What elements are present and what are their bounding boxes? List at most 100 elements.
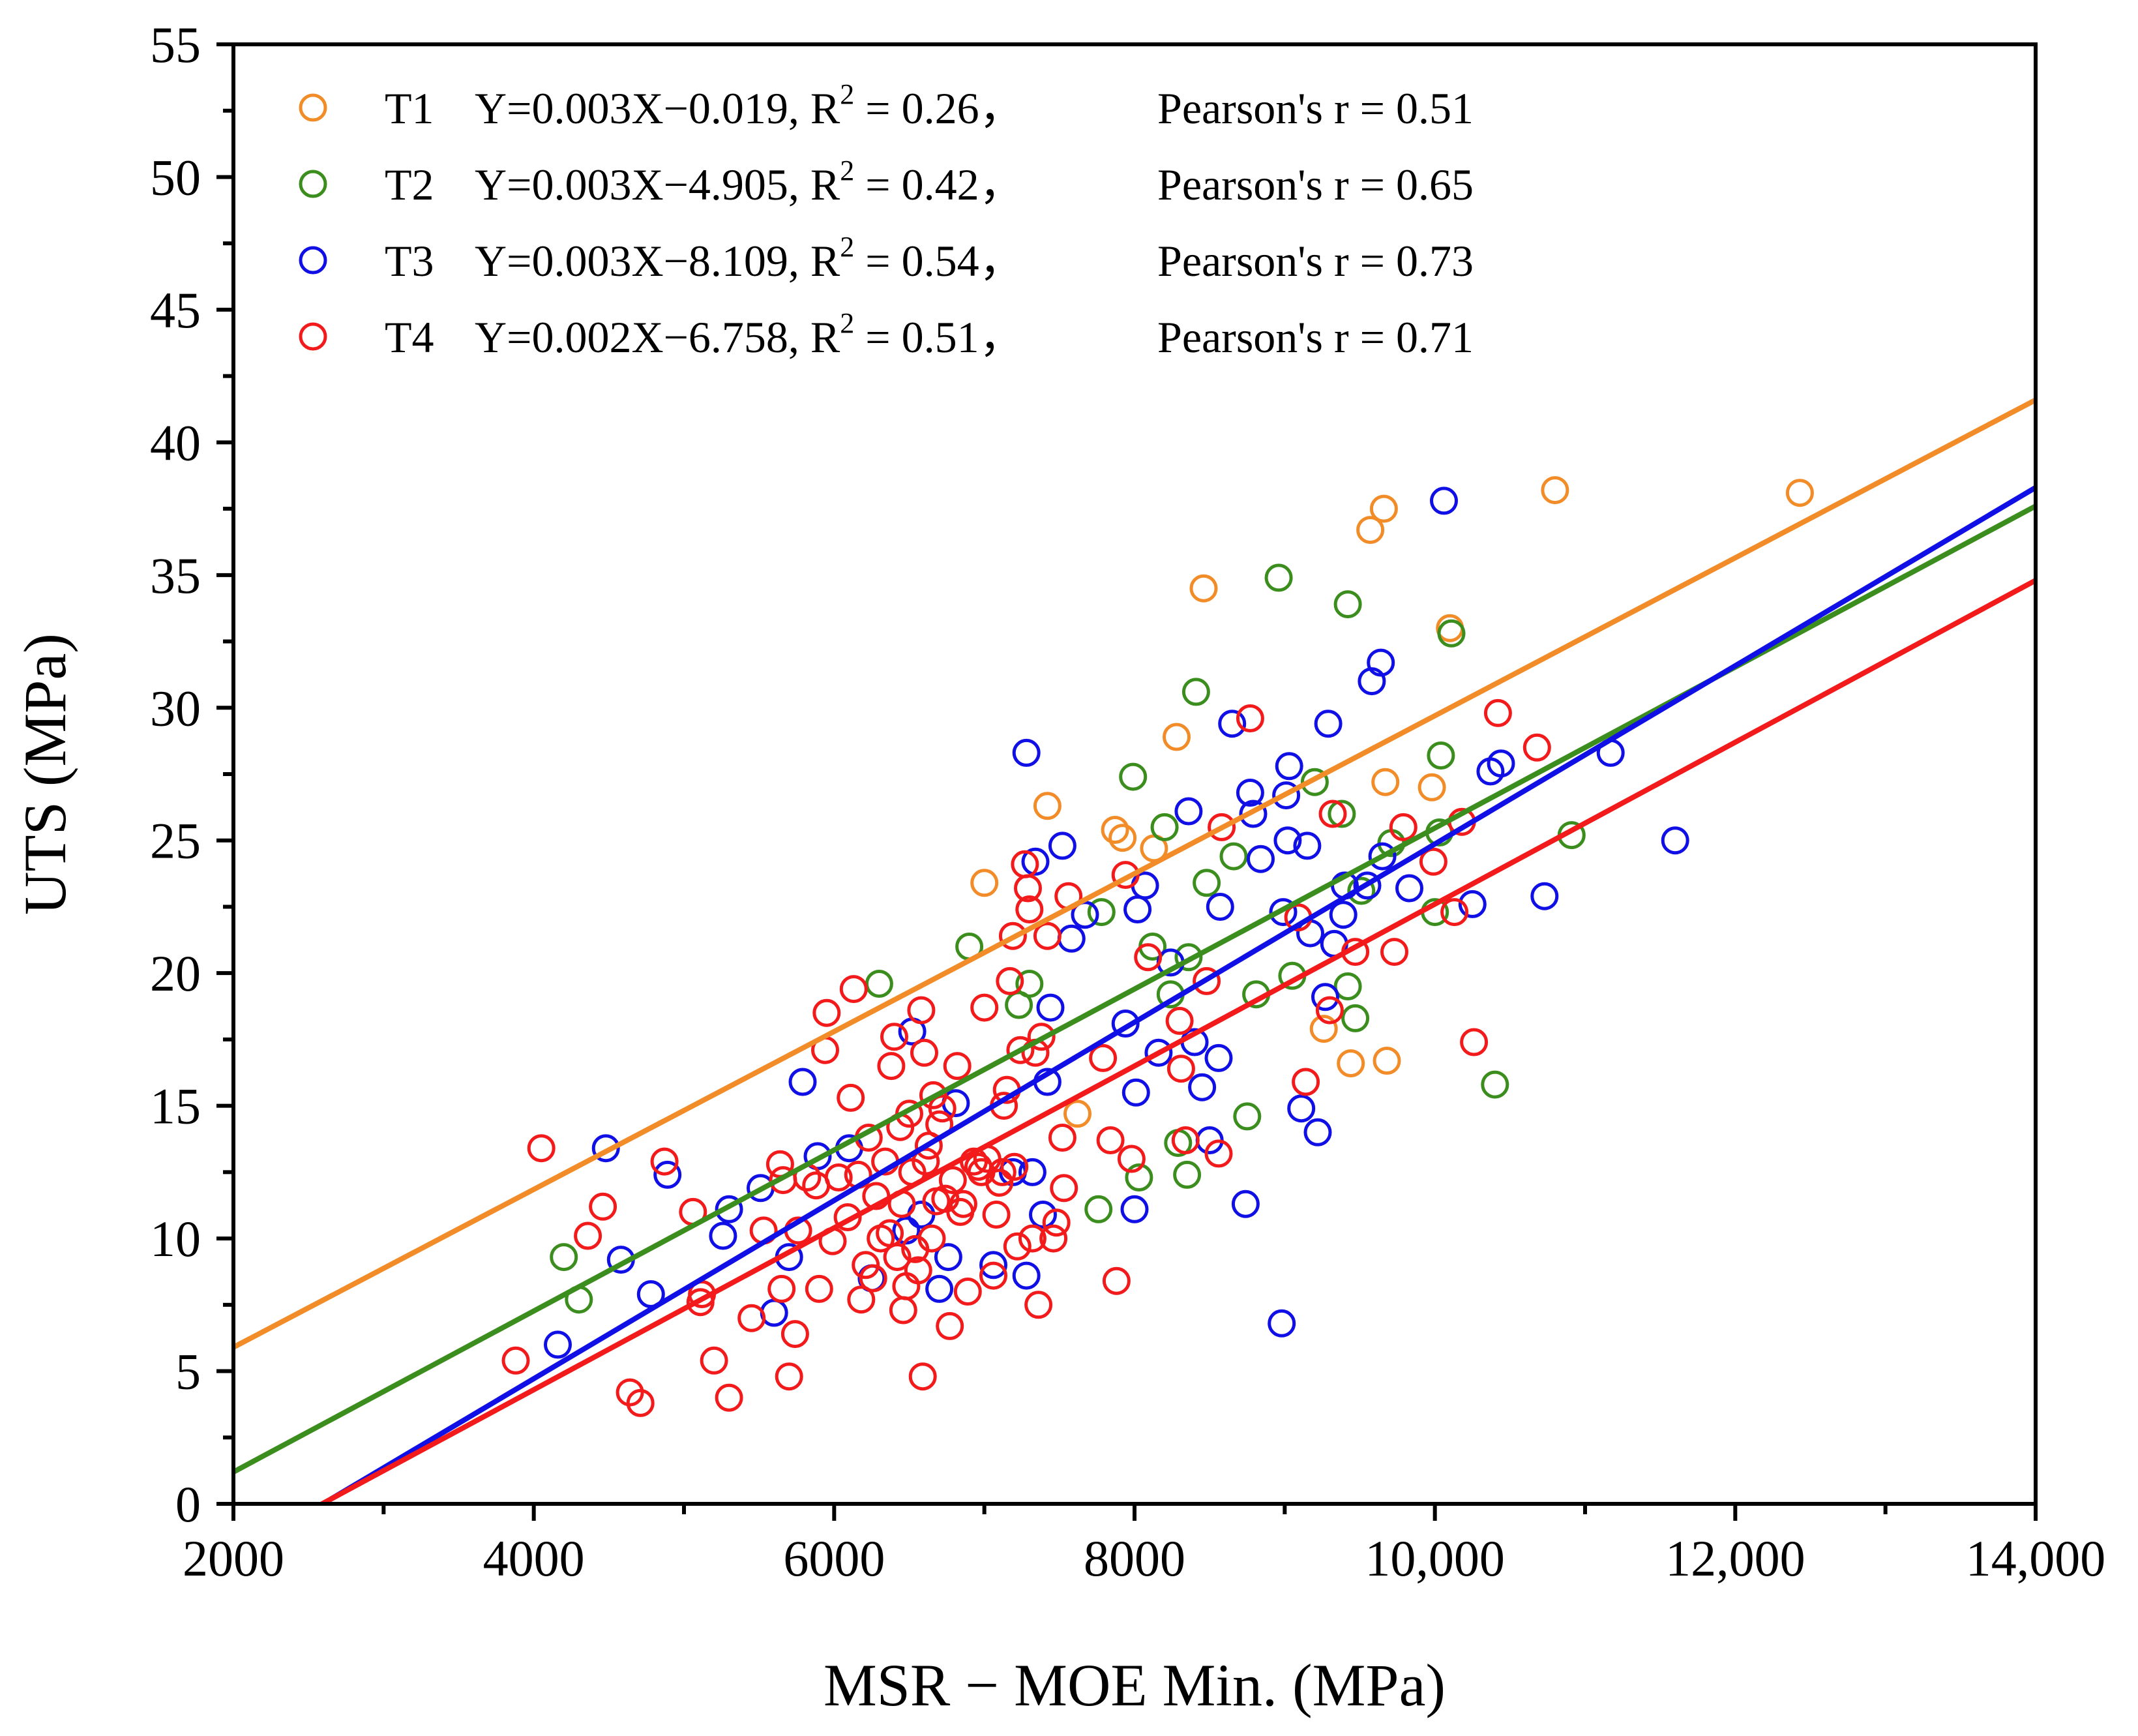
data-point-t3: [788, 1068, 817, 1096]
data-point-t4: [943, 1052, 972, 1081]
data-point-t2: [1328, 800, 1356, 828]
data-point-t4: [1380, 938, 1408, 966]
y-tick-label: 10: [150, 1210, 201, 1267]
data-point-t3: [1458, 890, 1487, 918]
data-point-t1: [1337, 1049, 1365, 1077]
data-point-t4: [527, 1134, 556, 1163]
data-point-t4: [979, 1261, 1007, 1290]
legend-series-name: T1: [385, 83, 434, 133]
data-point-t4: [589, 1192, 617, 1221]
data-point-t3: [1174, 797, 1203, 826]
data-point-t4: [996, 966, 1024, 995]
data-point-t3: [1012, 1261, 1041, 1290]
data-point-t3: [715, 1195, 743, 1223]
data-point-t4: [907, 996, 936, 1025]
data-point-t4: [1039, 1224, 1068, 1253]
data-point-t3: [1021, 847, 1050, 876]
legend-series-name: T3: [385, 236, 434, 286]
y-tick-label: 30: [150, 680, 201, 736]
data-point-t4: [1111, 861, 1140, 890]
data-point-t4: [501, 1346, 530, 1375]
data-point-t4: [1315, 996, 1344, 1025]
data-point-t4: [1042, 1208, 1071, 1237]
data-point-t3: [1012, 738, 1041, 767]
data-point-t2: [550, 1243, 578, 1272]
data-point-t4: [852, 1251, 880, 1280]
data-point-t3: [1368, 842, 1397, 871]
data-point-t4: [1483, 698, 1512, 727]
series-layer: [233, 397, 2036, 1504]
data-point-t4: [1460, 1028, 1489, 1056]
data-point-t2: [1125, 1163, 1153, 1191]
fit-line-t2: [233, 503, 2036, 1474]
data-point-t2: [1150, 813, 1179, 841]
data-point-t4: [1015, 895, 1044, 923]
data-point-t4: [1018, 1224, 1047, 1253]
data-point-t3: [1273, 826, 1302, 855]
data-point-t4: [1024, 1291, 1053, 1319]
data-point-t4: [904, 1256, 932, 1285]
data-point-t4: [1134, 943, 1163, 972]
legend-marker: [299, 246, 327, 275]
data-point-t3: [1329, 901, 1358, 929]
data-point-t4: [1050, 1174, 1078, 1203]
y-tick-label: 40: [150, 414, 201, 471]
data-point-t3: [1048, 831, 1076, 860]
x-tick-label: 14,000: [1966, 1530, 2106, 1587]
data-point-t4: [998, 921, 1027, 950]
data-point-t3: [1353, 871, 1382, 900]
data-point-t2: [1181, 678, 1210, 706]
y-tick-label: 50: [150, 149, 201, 205]
data-point-t4: [1389, 813, 1418, 841]
data-point-t1: [1356, 516, 1385, 545]
legend-pearson: Pearson's r = 0.51: [1157, 83, 1474, 133]
data-point-t2: [1347, 876, 1376, 905]
data-point-t4: [1171, 1126, 1200, 1154]
legend-marker: [299, 322, 327, 351]
legend-pearson: Pearson's r = 0.71: [1157, 312, 1474, 362]
legend-equation: Y=0.003X−8.109, R2 = 0.54，: [475, 231, 1024, 286]
data-point-t4: [1000, 1152, 1029, 1181]
data-point-t4: [574, 1221, 602, 1250]
data-point-t4: [837, 1083, 865, 1112]
data-point-t2: [1193, 869, 1221, 897]
data-point-t4: [1006, 1036, 1035, 1064]
data-point-t3: [1395, 874, 1423, 903]
data-point-t3: [1120, 1195, 1149, 1223]
data-point-t3: [1239, 800, 1268, 828]
data-point-t2: [1333, 972, 1362, 1000]
data-point-t1: [1033, 792, 1062, 820]
series-t3: [544, 486, 1689, 1359]
data-point-t3: [760, 1298, 788, 1327]
data-point-t4: [1419, 847, 1448, 876]
data-point-t1: [1369, 494, 1398, 523]
data-point-t3: [1293, 831, 1322, 860]
data-point-t2: [1174, 943, 1203, 972]
data-point-t3: [1018, 1158, 1047, 1186]
data-point-t4: [1117, 1145, 1146, 1173]
data-point-t4: [715, 1383, 743, 1412]
data-point-t4: [1440, 898, 1469, 927]
y-tick-label: 55: [150, 16, 201, 73]
data-point-t2: [1300, 768, 1329, 796]
data-point-t3: [1231, 1190, 1260, 1218]
data-point-t4: [700, 1346, 728, 1375]
x-tick-label: 8000: [1084, 1530, 1185, 1587]
data-point-t4: [1165, 1006, 1194, 1035]
data-point-t3: [1236, 779, 1264, 807]
data-point-t3: [1204, 1043, 1233, 1072]
data-point-t4: [1522, 733, 1551, 762]
data-point-t3: [1430, 486, 1458, 515]
data-point-t2: [865, 970, 893, 998]
legend-series-name: T4: [385, 312, 434, 362]
data-point-t4: [824, 1163, 853, 1191]
data-point-t3: [1121, 1078, 1150, 1107]
data-point-t3: [653, 1160, 682, 1189]
data-point-t4: [1033, 921, 1062, 950]
data-point-t3: [1123, 895, 1152, 923]
data-point-t4: [917, 1224, 946, 1253]
data-point-t2: [1481, 1070, 1509, 1099]
data-point-t4: [847, 1285, 876, 1314]
data-point-t3: [1530, 882, 1559, 910]
data-point-t4: [1048, 1124, 1076, 1152]
